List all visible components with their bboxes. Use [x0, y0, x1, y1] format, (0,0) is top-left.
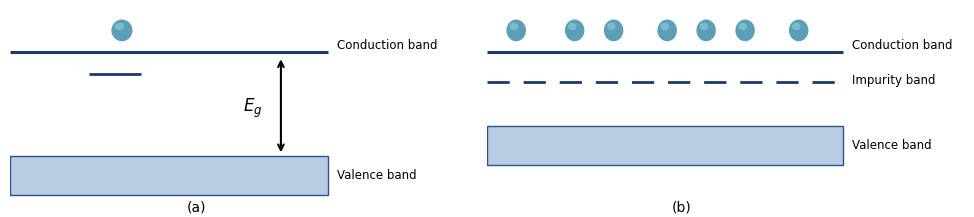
Ellipse shape: [115, 23, 124, 30]
Ellipse shape: [506, 20, 526, 41]
Text: Valence band: Valence band: [337, 169, 417, 182]
Text: Valence band: Valence band: [852, 139, 932, 152]
Ellipse shape: [738, 23, 747, 30]
Ellipse shape: [568, 23, 577, 30]
Ellipse shape: [565, 20, 584, 41]
Ellipse shape: [111, 20, 132, 41]
Ellipse shape: [792, 23, 801, 30]
Text: Conduction band: Conduction band: [337, 39, 437, 52]
Ellipse shape: [657, 20, 677, 41]
Ellipse shape: [607, 23, 616, 30]
Ellipse shape: [699, 23, 708, 30]
Text: $E_g$: $E_g$: [244, 97, 263, 120]
Ellipse shape: [660, 23, 669, 30]
Bar: [10, 156, 327, 195]
Text: Conduction band: Conduction band: [852, 39, 953, 52]
Text: Impurity band: Impurity band: [852, 74, 936, 87]
Text: (a): (a): [187, 201, 206, 215]
Ellipse shape: [604, 20, 623, 41]
Ellipse shape: [789, 20, 808, 41]
Ellipse shape: [696, 20, 716, 41]
Text: (b): (b): [672, 201, 692, 215]
Ellipse shape: [735, 20, 755, 41]
Bar: [487, 126, 843, 165]
Ellipse shape: [509, 23, 518, 30]
